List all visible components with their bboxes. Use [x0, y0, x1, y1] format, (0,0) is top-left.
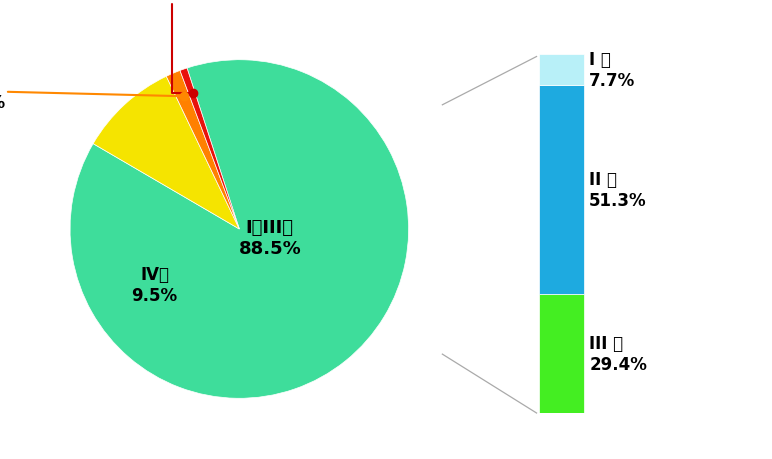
Text: I 类
7.7%: I 类 7.7% — [589, 51, 635, 90]
Wedge shape — [70, 61, 408, 398]
Text: III 类
29.4%: III 类 29.4% — [589, 334, 647, 373]
Text: 劣V 类
0.7%: 劣V 类 0.7% — [148, 0, 195, 94]
Text: II 类
51.3%: II 类 51.3% — [589, 171, 647, 209]
Text: V 类
1.4%: V 类 1.4% — [0, 73, 184, 112]
Text: I－III类
88.5%: I－III类 88.5% — [239, 218, 301, 257]
Text: IV类
9.5%: IV类 9.5% — [131, 266, 178, 305]
Wedge shape — [166, 71, 239, 230]
Bar — [539, 294, 584, 413]
Wedge shape — [93, 77, 239, 230]
Wedge shape — [180, 69, 239, 229]
Bar — [539, 55, 584, 86]
Bar — [539, 86, 584, 294]
